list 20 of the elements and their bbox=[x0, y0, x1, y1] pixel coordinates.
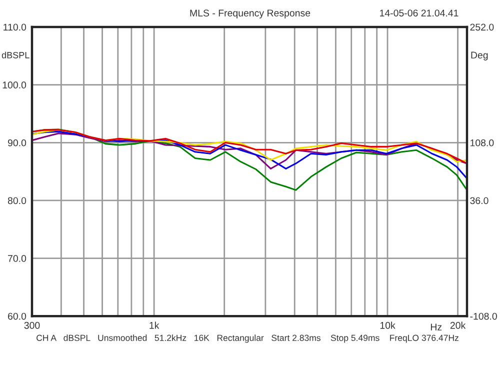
x-tick-label: 20k bbox=[450, 322, 466, 329]
x-axis-title: Hz bbox=[430, 324, 442, 330]
x-tick-label: 10k bbox=[380, 322, 396, 329]
y2-tick-label: 108.0 bbox=[470, 139, 494, 146]
y-tick-label: 80.0 bbox=[8, 197, 26, 204]
y2-tick-label: 252.0 bbox=[470, 24, 494, 31]
y2-tick-label: 36.0 bbox=[470, 197, 488, 204]
y2-tick-label: -108.0 bbox=[470, 312, 497, 320]
y2-axis-title: Deg bbox=[471, 52, 488, 60]
x-tick-label: 1k bbox=[150, 322, 160, 329]
x-tick-label: 300 bbox=[24, 322, 40, 329]
text: CH A dBSPL Unsmoothed 51.2kHz 16K Rectangular Start 2.83ms Stop 5.49ms FreqLO 376.47Hz bbox=[36, 334, 458, 343]
y-tick-label: 90.0 bbox=[8, 139, 26, 146]
y-axis-title: dBSPL bbox=[2, 52, 30, 58]
y-tick-label: 100.0 bbox=[2, 82, 26, 88]
y-tick-label: 70.0 bbox=[8, 255, 26, 262]
y-tick-label: 60.0 bbox=[8, 312, 26, 320]
y-tick-label: 110.0 bbox=[4, 24, 26, 31]
chart-title: MLS - Frequency Response bbox=[190, 10, 310, 18]
text: 14-05-06 21.04.41 bbox=[380, 10, 458, 16]
